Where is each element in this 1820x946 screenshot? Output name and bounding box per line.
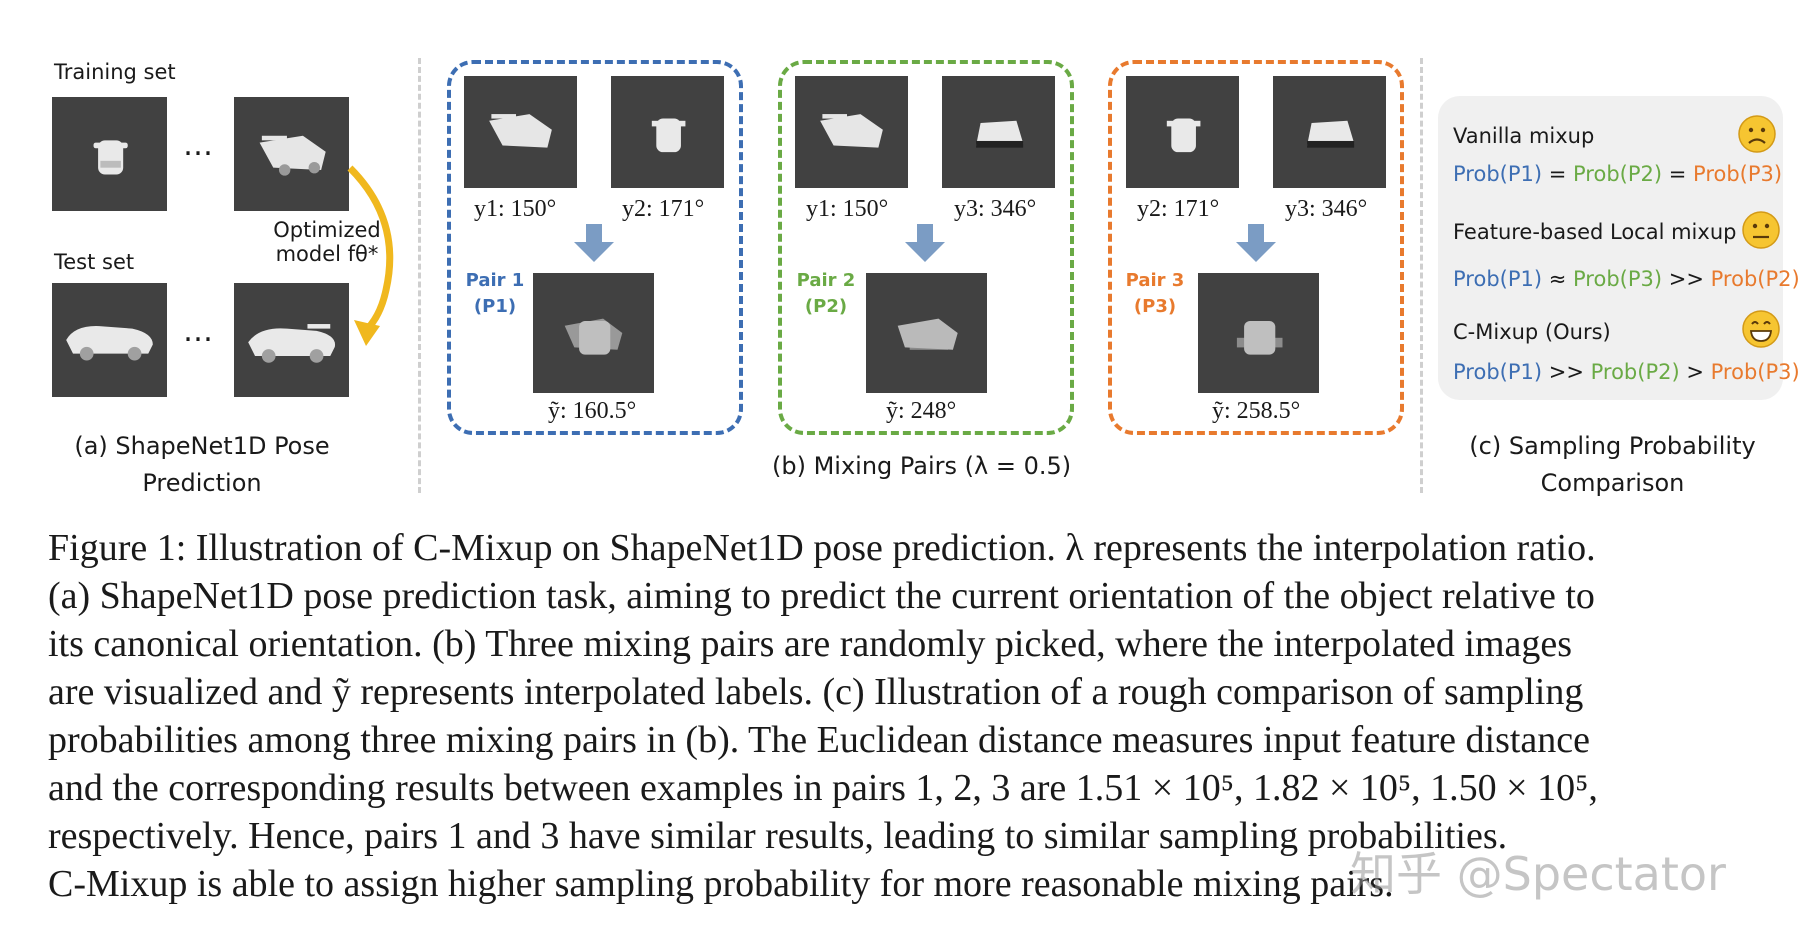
down-arrow-icon bbox=[1236, 224, 1276, 262]
pair-1-image-right bbox=[611, 76, 724, 188]
prob-p2: Prob(P2) bbox=[1710, 267, 1800, 291]
panel-a-caption: (a) ShapeNet1D Pose Prediction bbox=[52, 428, 352, 502]
pair-3-mixed-image bbox=[1198, 273, 1319, 393]
caption-line-5: probabilities among three mixing pairs i… bbox=[48, 719, 1591, 761]
test-image-2 bbox=[234, 283, 349, 397]
pair-1-tag-line2: (P1) bbox=[473, 296, 517, 317]
caption-line-1: Figure 1: Illustration of C-Mixup on Sha… bbox=[48, 527, 1596, 569]
pair-1-mixed-image bbox=[533, 273, 654, 393]
curved-arrow-icon bbox=[347, 165, 394, 346]
neutral-face-icon bbox=[1742, 211, 1780, 249]
training-image-1 bbox=[52, 97, 167, 211]
training-set-label: Training set bbox=[54, 60, 176, 84]
pair-3-right-label: y3: 346° bbox=[1285, 196, 1368, 222]
probability-panel bbox=[1438, 96, 1783, 400]
pair-3-tag: Pair 3 (P3) bbox=[1122, 268, 1188, 320]
pair-3-result-label: ỹ: 258.5° bbox=[1212, 398, 1301, 424]
panel-c-caption-line1: (c) Sampling Probability bbox=[1469, 432, 1756, 460]
caption-line-2: (a) ShapeNet1D pose prediction task, aim… bbox=[48, 575, 1595, 617]
pair-2-mixed-image bbox=[866, 273, 987, 393]
pair-1-result-label: ỹ: 160.5° bbox=[548, 398, 637, 424]
caption-line-6: and the corresponding results between ex… bbox=[48, 767, 1598, 809]
separator-right bbox=[1420, 58, 1423, 493]
pair-2-tag-line2: (P2) bbox=[804, 296, 848, 317]
pair-3-tag-line2: (P3) bbox=[1133, 296, 1177, 317]
pair-2-tag: Pair 2 (P2) bbox=[793, 268, 859, 320]
pair-3-tag-line1: Pair 3 bbox=[1125, 270, 1185, 291]
down-arrow-icon bbox=[905, 224, 945, 262]
panel-b-caption: (b) Mixing Pairs (λ = 0.5) bbox=[772, 452, 1072, 480]
panel-a-caption-line2: Prediction bbox=[142, 469, 262, 497]
frowning-face-icon bbox=[1738, 115, 1776, 153]
pair-2-tag-line1: Pair 2 bbox=[796, 270, 856, 291]
test-image-1 bbox=[52, 283, 167, 397]
c-mixup-title: C-Mixup (Ours) bbox=[1453, 320, 1611, 344]
operator: >> bbox=[1662, 267, 1711, 291]
pair-3-left-label: y2: 171° bbox=[1137, 196, 1220, 222]
caption-line-7: respectively. Hence, pairs 1 and 3 have … bbox=[48, 815, 1508, 857]
pair-1-right-label: y2: 171° bbox=[622, 196, 705, 222]
panel-c-caption-line2: Comparison bbox=[1540, 469, 1685, 497]
pair-2-image-left bbox=[795, 76, 908, 188]
pair-1-box bbox=[447, 60, 743, 435]
local-mixup-title: Feature-based Local mixup bbox=[1453, 220, 1737, 244]
pair-2-box bbox=[778, 60, 1074, 435]
pair-3-image-left bbox=[1126, 76, 1239, 188]
model-label-line1: Optimized bbox=[273, 218, 381, 242]
separator-left bbox=[418, 58, 421, 493]
local-mixup-formula: Prob(P1) ≈ Prob(P3) >> Prob(P2) bbox=[1453, 267, 1800, 291]
caption-line-3: its canonical orientation. (b) Three mix… bbox=[48, 623, 1573, 665]
vanilla-mixup-title: Vanilla mixup bbox=[1453, 124, 1595, 148]
pair-3-box bbox=[1108, 60, 1404, 435]
model-label-line2: model fθ* bbox=[275, 242, 379, 266]
panel-a-caption-line1: (a) ShapeNet1D Pose bbox=[74, 432, 330, 460]
operator: ≈ bbox=[1542, 267, 1574, 291]
operator: = bbox=[1662, 162, 1694, 186]
pair-3-image-right bbox=[1273, 76, 1386, 188]
pair-1-tag-line1: Pair 1 bbox=[465, 270, 525, 291]
training-ellipsis: … bbox=[183, 128, 213, 163]
caption-line-8: C-Mixup is able to assign higher samplin… bbox=[48, 863, 1394, 905]
pair-2-image-right bbox=[942, 76, 1055, 188]
pair-2-right-label: y3: 346° bbox=[954, 196, 1037, 222]
training-image-2 bbox=[234, 97, 349, 211]
grinning-face-icon bbox=[1742, 310, 1780, 348]
prob-p2: Prob(P2) bbox=[1573, 162, 1663, 186]
pair-1-image-left bbox=[464, 76, 577, 188]
operator: >> bbox=[1542, 360, 1591, 384]
prob-p3: Prob(P3) bbox=[1573, 267, 1663, 291]
prob-p2: Prob(P2) bbox=[1590, 360, 1680, 384]
test-set-label: Test set bbox=[54, 250, 135, 274]
pair-2-left-label: y1: 150° bbox=[806, 196, 889, 222]
prob-p3: Prob(P3) bbox=[1710, 360, 1800, 384]
vanilla-mixup-formula: Prob(P1) = Prob(P2) = Prob(P3) bbox=[1453, 162, 1782, 186]
pair-1-tag: Pair 1 (P1) bbox=[462, 268, 528, 320]
pair-2-result-label: ỹ: 248° bbox=[886, 398, 957, 424]
down-arrow-icon bbox=[574, 224, 614, 262]
prob-p1: Prob(P1) bbox=[1453, 360, 1543, 384]
operator: = bbox=[1542, 162, 1574, 186]
c-mixup-formula: Prob(P1) >> Prob(P2) > Prob(P3) bbox=[1453, 360, 1800, 384]
caption-line-4: are visualized and ỹ represents interpol… bbox=[48, 671, 1584, 713]
test-ellipsis: … bbox=[183, 314, 213, 349]
panel-c-caption: (c) Sampling Probability Comparison bbox=[1440, 428, 1785, 502]
watermark: 知乎 @Spectator bbox=[1350, 847, 1726, 901]
prob-p1: Prob(P1) bbox=[1453, 162, 1543, 186]
operator: > bbox=[1679, 360, 1711, 384]
optimized-model-label: Optimized model fθ* bbox=[272, 218, 382, 266]
prob-p1: Prob(P1) bbox=[1453, 267, 1543, 291]
prob-p3: Prob(P3) bbox=[1693, 162, 1783, 186]
pair-1-left-label: y1: 150° bbox=[474, 196, 557, 222]
